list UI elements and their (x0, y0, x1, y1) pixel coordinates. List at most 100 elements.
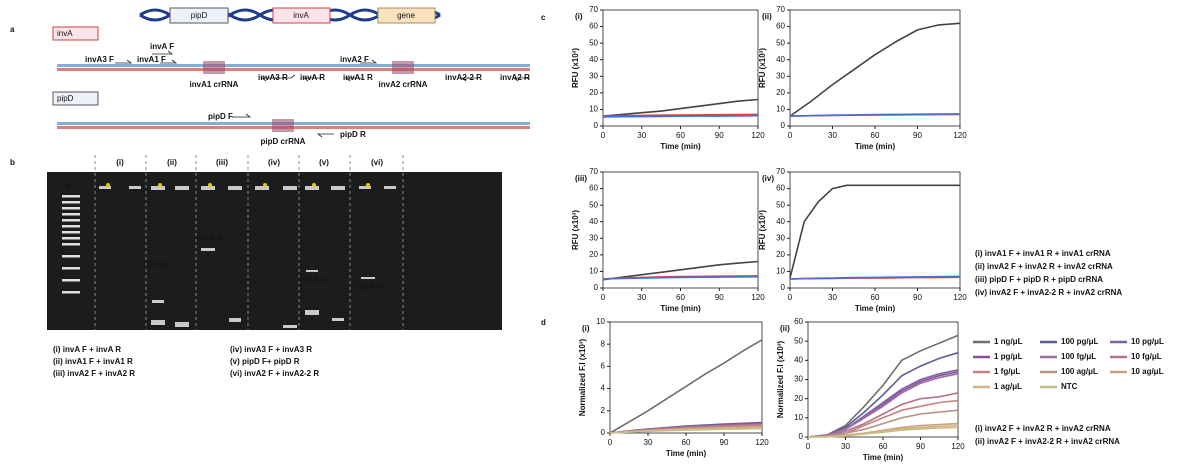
gel-legend: (iii) invA2 F + invA2 R (53, 369, 135, 378)
y-tick-label: 8 (601, 339, 606, 348)
y-tick-label: 40 (794, 355, 803, 364)
y-tick-label: 50 (589, 38, 598, 47)
y-tick-label: 0 (799, 432, 804, 441)
ladder-band (62, 207, 80, 210)
legend-label: 100 pg/μL (1061, 337, 1098, 346)
crrna-site (392, 61, 414, 74)
lane-label: (v) (319, 158, 329, 167)
crrna-site (272, 119, 294, 132)
line-series (807, 426, 959, 438)
gel-band (305, 186, 319, 190)
gel-band (283, 186, 297, 190)
primer-label: pipD crRNA (261, 137, 306, 146)
y-tick-label: 0 (594, 121, 599, 130)
gel (47, 172, 502, 330)
x-axis-label: Time (min) (863, 453, 904, 462)
chart-title: (ii) (780, 324, 790, 333)
band-label: 346 b.p (142, 260, 169, 269)
well-spot (208, 183, 212, 187)
gel-band (175, 186, 189, 190)
ladder-band (62, 213, 80, 216)
ladder-band (62, 255, 80, 258)
primer-label: invA F (150, 42, 174, 51)
gene-box (377, 7, 436, 24)
gel-band (359, 186, 371, 189)
legend-label: 1 ng/μL (994, 337, 1023, 346)
y-tick-label: 30 (794, 375, 803, 384)
gel-band (99, 186, 111, 189)
x-tick-label: 0 (608, 438, 613, 447)
y-tick-label: 70 (776, 167, 785, 176)
strand (57, 64, 530, 67)
ladder-band (62, 225, 80, 228)
x-tick-label: 0 (601, 131, 606, 140)
gel-band (361, 277, 375, 279)
well-spot (312, 183, 316, 187)
marker-label: M (65, 182, 72, 191)
x-tick-label: 0 (806, 442, 811, 451)
x-tick-label: 60 (871, 293, 880, 302)
y-axis-label: RFU (x10³) (758, 48, 767, 88)
y-axis-label: Normalized F.I (x10³) (578, 338, 587, 416)
x-tick-label: 60 (676, 131, 685, 140)
y-tick-label: 20 (776, 88, 785, 97)
ladder-band (62, 267, 80, 270)
y-tick-label: 40 (589, 55, 598, 64)
y-tick-label: 0 (781, 121, 786, 130)
x-tick-label: 120 (751, 131, 765, 140)
gel-legend: (vi) invA2 F + invA2-2 R (230, 369, 319, 378)
line-series (602, 260, 759, 281)
y-tick-label: 4 (601, 384, 606, 393)
gene-box (272, 7, 331, 24)
lane-label: (iii) (216, 158, 228, 167)
y-tick-label: 10 (589, 105, 598, 114)
x-tick-label: 90 (720, 438, 729, 447)
x-tick-label: 90 (913, 131, 922, 140)
gel-band (331, 186, 345, 190)
primer-label: invA R (300, 73, 325, 82)
x-tick-label: 90 (715, 293, 724, 302)
gel-band (151, 186, 165, 190)
primer-label: invA3 R (258, 73, 288, 82)
band-label: 269 b.p (299, 275, 326, 284)
y-tick-label: 50 (776, 200, 785, 209)
legend-text: (i) invA2 F + invA2 R + invA2 crRNA (975, 424, 1111, 433)
y-tick-label: 60 (794, 317, 803, 326)
y-tick-label: 0 (781, 283, 786, 292)
gel-legend: (iv) invA3 F + invA3 R (230, 345, 312, 354)
y-tick-label: 70 (776, 5, 785, 14)
x-axis-label: Time (min) (855, 142, 896, 151)
panel-label: c (541, 13, 546, 22)
y-tick-label: 10 (776, 267, 785, 276)
gene-name: pipD (191, 11, 208, 20)
x-axis-label: Time (min) (660, 304, 701, 313)
gel-band (305, 310, 319, 315)
legend-text: (iv) invA2 F + invA2-2 R + invA2 crRNA (975, 288, 1122, 297)
y-tick-label: 50 (589, 200, 598, 209)
primer-label: invA1 crRNA (190, 80, 239, 89)
x-tick-label: 120 (751, 293, 765, 302)
gene-tag (52, 91, 99, 106)
chart-title: (iv) (762, 174, 774, 183)
x-tick-label: 90 (715, 131, 724, 140)
gel-band (384, 186, 396, 189)
x-tick-label: 60 (871, 131, 880, 140)
legend-label: 100 fg/μL (1061, 352, 1096, 361)
well-spot (106, 183, 110, 187)
gel-band (228, 186, 242, 190)
primer-label: invA3 F (85, 55, 114, 64)
chart-title: (iii) (575, 174, 587, 183)
gel-band (152, 300, 164, 303)
x-tick-label: 0 (788, 131, 793, 140)
y-tick-label: 20 (794, 394, 803, 403)
primer-label: pipD F (208, 112, 233, 121)
ladder-band (62, 291, 80, 294)
lane-label: (i) (116, 158, 124, 167)
lane-label: (ii) (167, 158, 177, 167)
y-tick-label: 30 (776, 71, 785, 80)
gel-band (229, 318, 241, 322)
lane-label: (iv) (268, 158, 280, 167)
y-tick-label: 50 (776, 38, 785, 47)
primer-label: invA2 F (340, 55, 369, 64)
chart-title: (i) (575, 12, 583, 21)
